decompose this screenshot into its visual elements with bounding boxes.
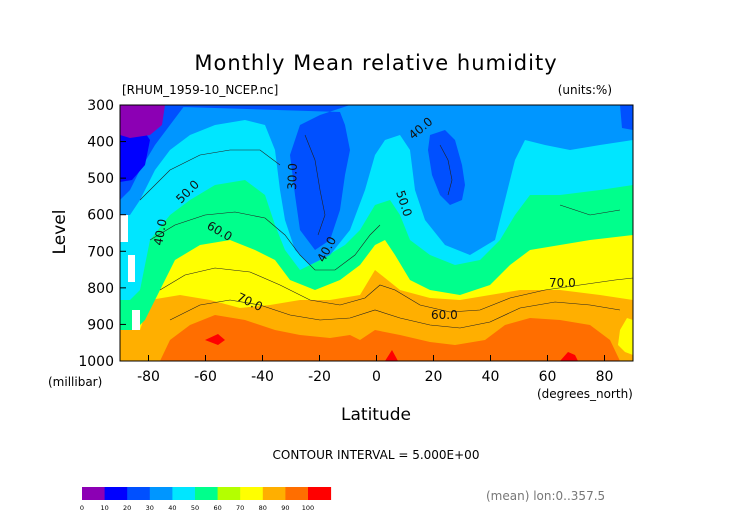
- y-tick-label: 600: [87, 208, 114, 224]
- x-tick-label: 20: [425, 369, 443, 385]
- fill-band-20-30-north: [428, 105, 633, 205]
- fill-band-90-100: [205, 334, 578, 361]
- y-unit-label: (millibar): [48, 375, 102, 389]
- contour-line: [169, 299, 621, 329]
- fill-band-10-20: [120, 125, 150, 182]
- colorbar-swatch: [149, 487, 173, 500]
- colorbar-swatch: [240, 487, 264, 500]
- y-tick-label: 800: [87, 281, 114, 297]
- colorbar-tick-label: 50: [191, 504, 199, 512]
- colorbar-swatch: [262, 487, 286, 500]
- y-tick-label: 900: [87, 317, 114, 333]
- fill-band-0-10: [120, 105, 165, 138]
- x-tick-label: -80: [137, 369, 160, 385]
- fill-band-80-90: [160, 315, 620, 361]
- contour-label: 30.0: [285, 163, 300, 190]
- x-tick-label: -20: [308, 369, 331, 385]
- x-tick-label: -40: [251, 369, 274, 385]
- colorbar-tick-label: 80: [259, 504, 267, 512]
- colorbar-tick-label: 20: [123, 504, 131, 512]
- fill-band-30-40: [120, 105, 633, 265]
- colorbar-tick-label: 60: [213, 504, 221, 512]
- contour-line: [139, 149, 281, 201]
- fill-band-edge: [120, 215, 140, 330]
- x-tick-label: -60: [194, 369, 217, 385]
- units-label: (units:%): [558, 83, 612, 97]
- x-axis-label: Latitude: [341, 405, 411, 425]
- chart-title: Monthly Mean relative humidity: [194, 51, 557, 75]
- colorbar-swatch: [217, 487, 241, 500]
- colorbar-swatch: [104, 487, 128, 500]
- y-tick-label: 300: [87, 98, 114, 114]
- colorbar-swatch: [195, 487, 219, 500]
- colorbar-swatch: [172, 487, 196, 500]
- plot-area: [120, 105, 633, 361]
- contour-line: [159, 267, 633, 313]
- y-tick-label: 700: [87, 244, 114, 260]
- contour-line: [304, 134, 326, 236]
- colorbar-tick-label: 0: [80, 504, 84, 512]
- x-tick-label: 60: [539, 369, 557, 385]
- contour-label: 70.0: [549, 276, 576, 290]
- colorbar-tick-label: 40: [168, 504, 176, 512]
- x-unit-label: (degrees_north): [537, 387, 633, 401]
- contour-line: [559, 204, 621, 216]
- fill-band-60-70-patch: [618, 318, 633, 355]
- contour-line: [439, 144, 453, 196]
- contour-line: [149, 211, 381, 271]
- colorbar-tick-label: 10: [100, 504, 108, 512]
- colorbar-swatch: [285, 487, 309, 500]
- colorbar-tick-label: 100: [302, 504, 314, 512]
- y-axis: 300 400 500 600 700 800 900 1000: [78, 98, 126, 370]
- y-axis-label: Level: [50, 210, 70, 255]
- y-tick-label: 1000: [78, 354, 114, 370]
- contour-label: 40.0: [151, 218, 169, 247]
- colorbar-swatch: [127, 487, 151, 500]
- colorbar-tick-label: 70: [236, 504, 244, 512]
- x-axis: -80 -60 -40 -20 0 20 40 60 80: [137, 355, 613, 385]
- y-tick-label: 400: [87, 135, 114, 151]
- x-tick-label: 40: [482, 369, 500, 385]
- contour-label: 60.0: [431, 308, 458, 322]
- colorbar-swatch: [82, 487, 106, 500]
- mean-text: (mean) lon:0..357.5: [486, 489, 605, 503]
- y-tick-label: 500: [87, 171, 114, 187]
- file-label: [RHUM_1959-10_NCEP.nc]: [122, 83, 278, 97]
- colorbar-swatch: [308, 487, 332, 500]
- colorbar: 0 10 20 30 40 50 60 70 80 90 100: [80, 487, 332, 512]
- x-tick-label: 0: [372, 369, 381, 385]
- contour-interval-text: CONTOUR INTERVAL = 5.000E+00: [273, 448, 480, 462]
- colorbar-tick-label: 90: [281, 504, 289, 512]
- x-tick-label: 80: [596, 369, 614, 385]
- colorbar-tick-label: 30: [146, 504, 154, 512]
